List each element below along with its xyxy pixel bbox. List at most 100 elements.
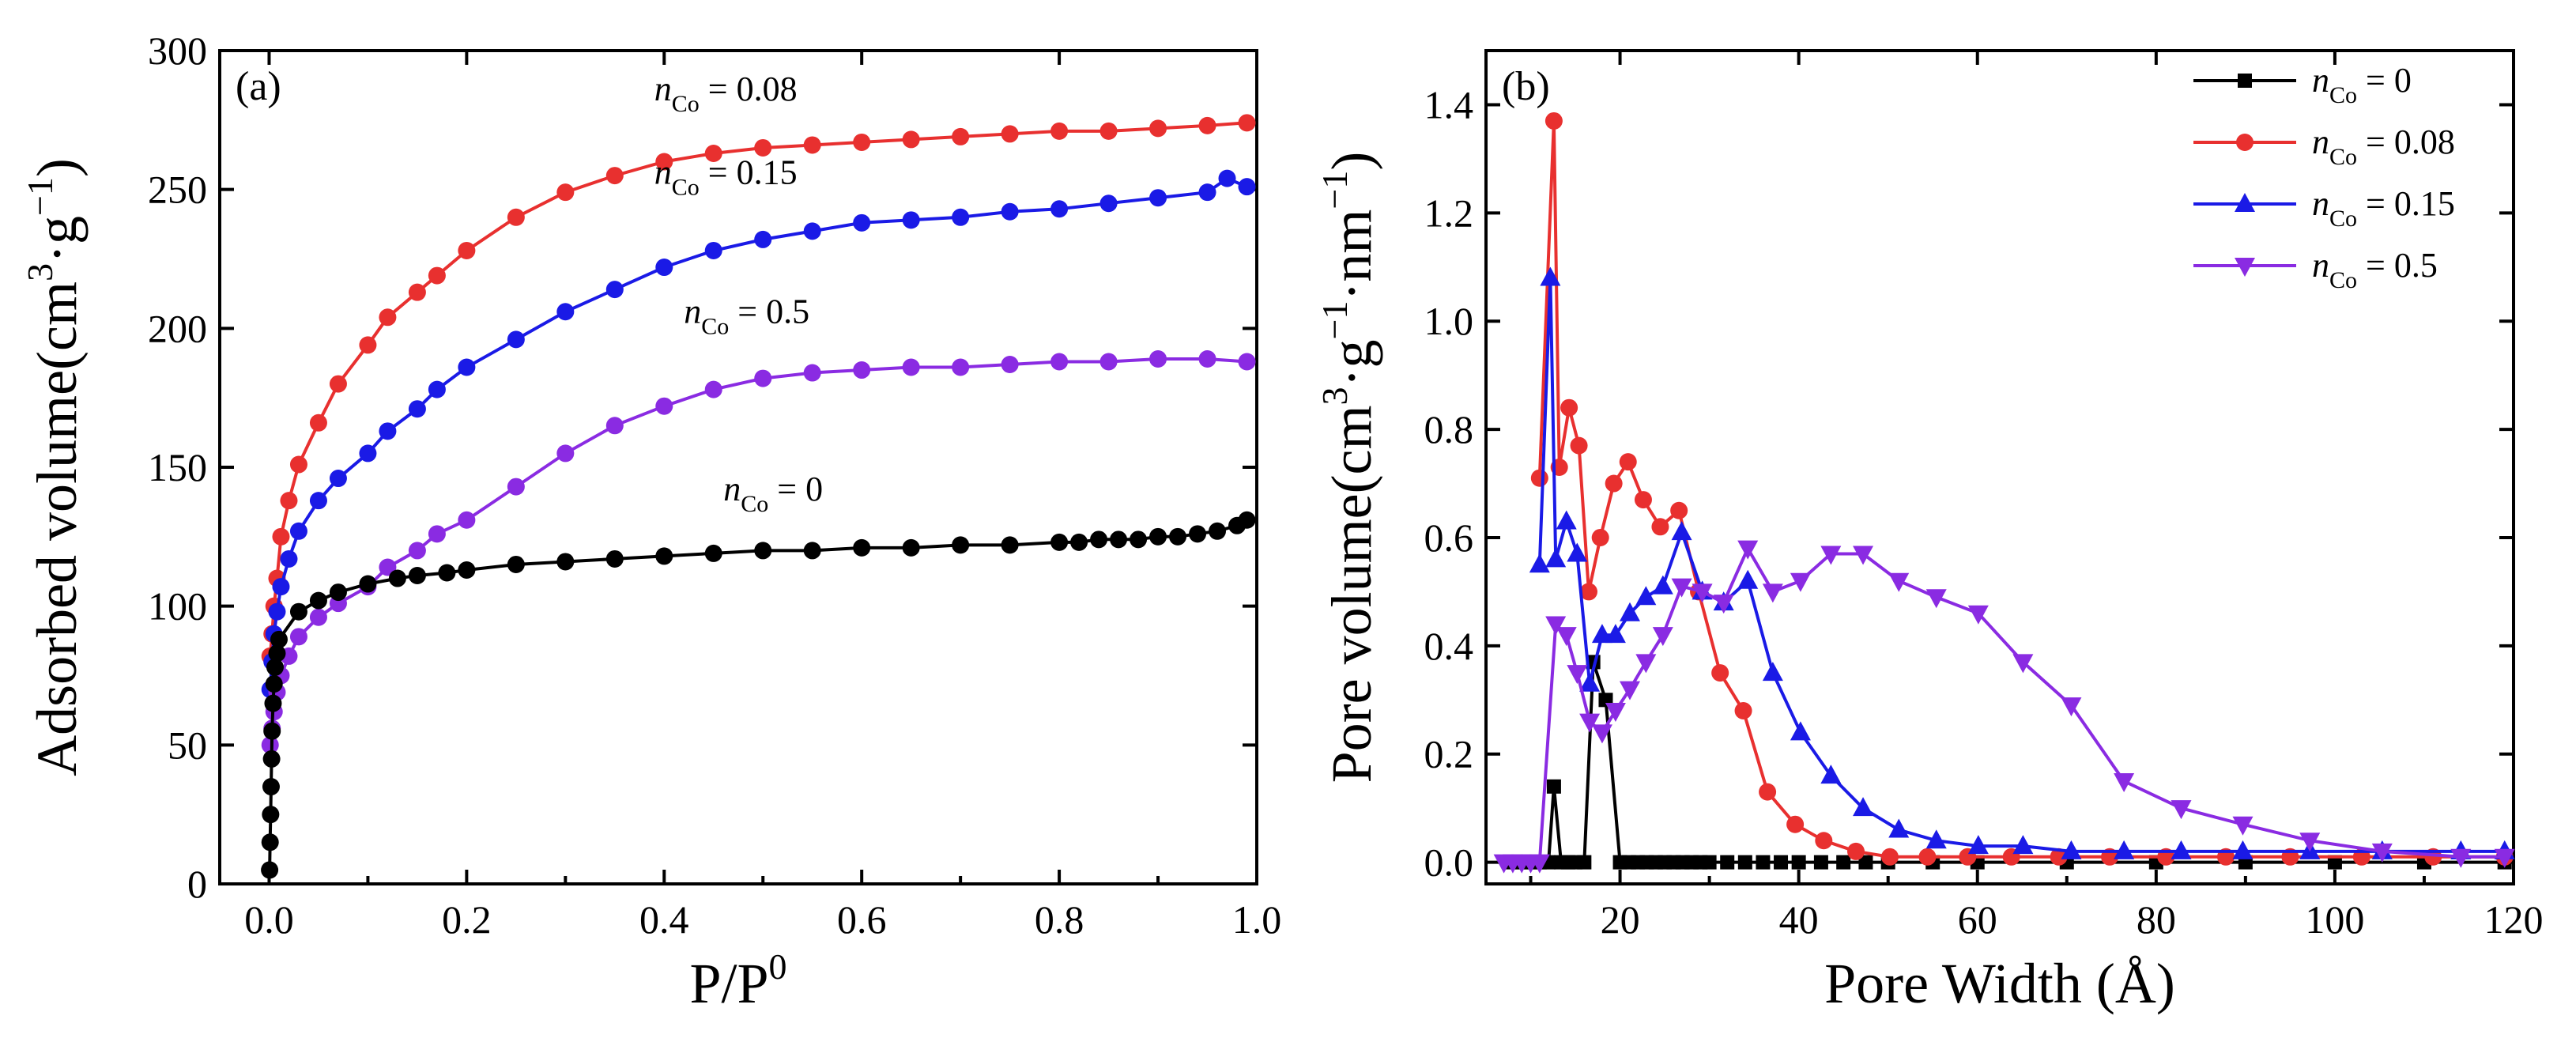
data-point [379,308,397,327]
data-point [1099,353,1118,371]
data-point [1762,662,1783,682]
x-tick-label: 120 [2484,897,2544,942]
data-point [1847,842,1865,860]
data-point [1925,829,1947,849]
data-point [507,208,525,226]
series-2 [1529,266,2515,859]
data-point [1692,583,1713,603]
data-point [2371,843,2393,863]
data-point [1925,589,1947,609]
data-point [1786,815,1805,833]
data-point [289,455,307,474]
data-point [1090,530,1108,549]
y-tick-label: 150 [148,445,207,489]
data-point [507,478,525,496]
panel-label: (a) [236,64,281,109]
series-3 [1493,540,2515,874]
data-point [1070,533,1088,551]
data-point [1544,111,1563,130]
data-point [1815,832,1833,850]
data-point [1652,575,1673,595]
legend-marker [2235,258,2255,277]
data-point [853,538,871,557]
data-point [1218,169,1236,187]
data-point [754,369,772,387]
data-point [438,564,456,582]
data-point [1853,546,1874,565]
series-label: nCo = 0.5 [684,292,809,339]
x-tick-label: 0.4 [639,897,689,942]
data-point [1652,627,1673,647]
data-point [1670,501,1688,519]
data-point [428,380,446,398]
data-point [2232,816,2254,836]
data-point [1967,835,1989,855]
x-tick-label: 1.0 [1232,897,1282,942]
y-tick-label: 300 [148,28,207,73]
legend-marker [2236,134,2254,151]
data-point [952,208,970,226]
data-point [1149,349,1167,368]
data-point [1702,855,1717,870]
series-label: nCo = 0 [2312,61,2412,108]
data-point [408,567,426,585]
data-point [1967,605,1989,625]
series-label: nCo = 0.15 [654,153,798,201]
data-point [1556,510,1577,530]
data-point [359,444,377,463]
data-point [1560,398,1578,417]
data-point [1591,528,1609,546]
data-point [605,549,624,568]
data-point [803,542,821,560]
data-point [1756,855,1771,870]
data-point [1001,356,1019,374]
data-point [1529,553,1550,573]
data-point [1238,353,1256,371]
data-point [261,833,279,851]
data-point [2061,840,2082,859]
data-point [1605,474,1623,493]
data-point [2327,855,2342,870]
data-point [1791,855,1806,870]
data-point [268,644,286,663]
data-point [605,167,624,185]
series-2: nCo = 0.5 [261,292,1256,754]
series-1 [1530,111,2514,866]
data-point [270,630,288,648]
data-point [1189,525,1207,543]
y-tick-label: 0.8 [1424,407,1474,451]
data-point [289,602,307,621]
data-point [1737,569,1759,589]
data-point [280,549,298,568]
data-point [1734,701,1752,719]
data-point [1001,202,1019,221]
data-point [754,138,772,157]
data-point [853,361,871,379]
data-point [1836,855,1851,870]
y-tick-label: 1.0 [1424,299,1474,343]
data-point [2012,835,2034,855]
data-point [704,241,722,259]
data-point [1567,542,1588,562]
data-point [1671,521,1692,541]
series-3: nCo = 0 [261,470,1256,879]
data-point [262,749,281,768]
data-point [1605,624,1626,644]
data-point [1198,349,1216,368]
data-point [261,736,279,754]
series-label: nCo = 0.08 [2312,123,2455,170]
data-point [754,542,772,560]
data-point [1635,586,1657,606]
data-point [1880,848,1899,866]
data-point [704,144,722,162]
data-point [1605,702,1626,722]
data-point [1790,572,1811,592]
data-point [1858,855,1873,870]
data-point [556,183,575,202]
y-tick-label: 250 [148,168,207,212]
data-point [2114,772,2135,792]
data-point [655,547,673,565]
data-point [2450,848,2472,868]
data-point [1579,672,1601,692]
y-tick-label: 0.4 [1424,624,1474,668]
